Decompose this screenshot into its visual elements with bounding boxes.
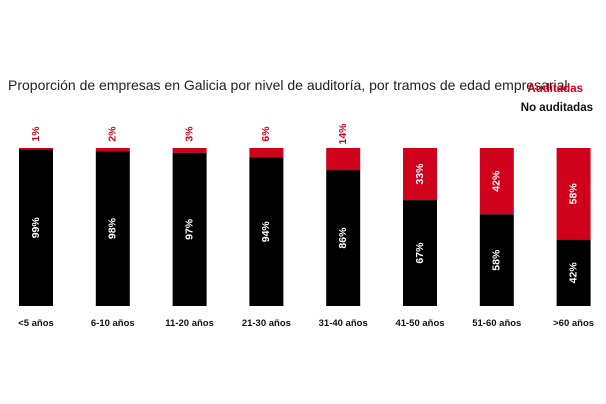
bar-no-auditadas: [95, 151, 130, 306]
x-tick-label: 41-50 años: [395, 318, 444, 329]
data-label-auditadas: 33%: [414, 163, 426, 185]
bar-no-auditadas: [19, 149, 53, 306]
x-axis-ticks: <5 años 6-10 años 11-20 años 21-30 años 31-4…: [18, 318, 594, 329]
bar-no-auditadas: [479, 214, 514, 306]
labels-group: 99% 1% 98% 2% 97% 3% 94% 6% 86% 14% 67% 33% 58% 42% 42…: [30, 123, 580, 283]
data-label-no-auditadas: 86%: [337, 227, 349, 249]
legend-no-auditadas: No auditadas: [521, 102, 593, 114]
data-label-auditadas: 42%: [491, 170, 503, 192]
bar-auditadas: [19, 148, 53, 150]
data-label-auditadas: 3%: [183, 126, 195, 142]
bar-auditadas: [326, 148, 361, 171]
data-label-no-auditadas: 97%: [183, 218, 195, 240]
data-label-auditadas: 58%: [567, 183, 579, 205]
data-label-auditadas: 14%: [337, 123, 349, 145]
x-tick-label: 31-40 años: [319, 318, 368, 329]
x-tick-label: >60 años: [553, 318, 594, 329]
bar-no-auditadas: [556, 239, 591, 306]
x-tick-label: 51-60 años: [472, 318, 521, 329]
x-tick-label: 11-20 años: [165, 318, 214, 329]
data-label-no-auditadas: 98%: [107, 217, 119, 239]
bar-no-auditadas: [249, 157, 284, 306]
bars-group: [19, 148, 591, 306]
bar-no-auditadas: [172, 152, 207, 306]
bar-no-auditadas: [403, 200, 437, 306]
data-label-auditadas: 1%: [30, 126, 42, 142]
bar-auditadas: [172, 148, 207, 153]
data-label-auditadas: 2%: [107, 126, 119, 142]
data-label-no-auditadas: 42%: [567, 262, 579, 284]
bar-auditadas: [479, 148, 514, 215]
bar-auditadas: [249, 148, 284, 158]
chart-title: Proporción de empresas en Galicia por ni…: [8, 77, 568, 93]
bar-auditadas: [403, 148, 437, 201]
bar-auditadas: [556, 148, 591, 240]
x-tick-label: <5 años: [18, 318, 54, 329]
bar-no-auditadas: [326, 170, 361, 306]
data-label-auditadas: 6%: [260, 126, 272, 142]
data-label-no-auditadas: 67%: [414, 242, 426, 264]
legend-auditadas: Auditadas: [527, 83, 583, 95]
x-tick-label: 21-30 años: [242, 318, 291, 329]
x-tick-label: 6-10 años: [91, 318, 135, 329]
data-label-no-auditadas: 94%: [260, 221, 272, 243]
data-label-no-auditadas: 99%: [30, 217, 42, 239]
bar-auditadas: [95, 148, 130, 152]
data-label-no-auditadas: 58%: [491, 249, 503, 271]
